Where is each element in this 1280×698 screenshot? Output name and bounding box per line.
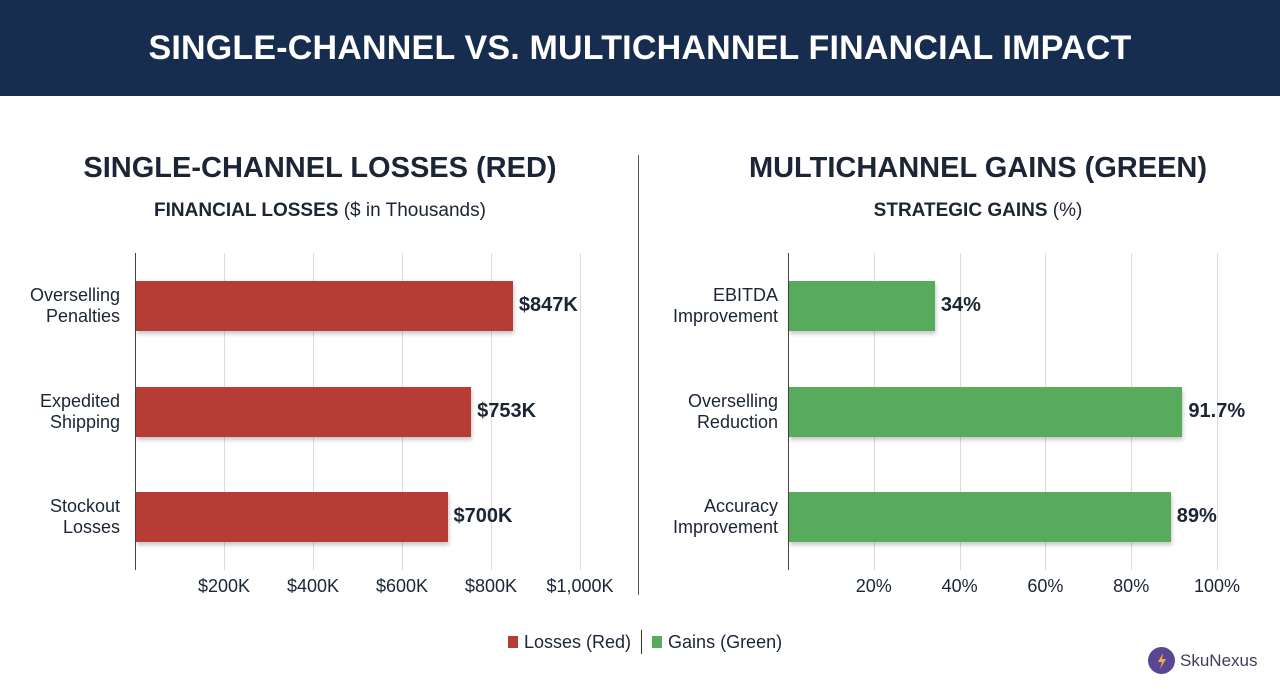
- legend-item-losses: Losses (Red): [508, 632, 631, 653]
- category-label: Accuracy Improvement: [672, 496, 778, 537]
- x-tick-label: 100%: [1193, 576, 1241, 596]
- right-panel-subtitle: STRATEGIC GAINS (%): [638, 200, 1280, 222]
- x-tick-label: $1,000K: [546, 576, 614, 596]
- x-tick-label: $600K: [375, 576, 429, 596]
- grid-line: [580, 253, 581, 570]
- legend-swatch-red: [508, 636, 518, 648]
- brand-logo: SkuNexus: [1148, 647, 1257, 674]
- bar: [136, 281, 513, 331]
- bar: [789, 492, 1171, 542]
- left-panel-title: SINGLE-CHANNEL LOSSES (RED): [83, 152, 557, 184]
- value-label: 34%: [940, 294, 981, 316]
- category-label: Overselling Penalties: [29, 285, 120, 326]
- x-tick-label: $800K: [464, 576, 518, 596]
- x-tick-label: $200K: [197, 576, 251, 596]
- legend-swatch-green: [652, 636, 663, 648]
- bar: [136, 492, 448, 542]
- legend-separator: [641, 630, 643, 654]
- left-subtitle-bold: FINANCIAL LOSSES: [154, 200, 339, 221]
- page-title: SINGLE-CHANNEL VS. MULTICHANNEL FINANCIA…: [148, 28, 1132, 67]
- category-label: Overselling Reduction: [687, 391, 778, 432]
- category-label: Stockout Losses: [49, 496, 120, 537]
- x-tick-label: $400K: [286, 576, 340, 596]
- category-label: EBITDA Improvement: [672, 285, 778, 326]
- value-label: $753K: [477, 400, 537, 422]
- bar: [136, 387, 472, 437]
- grid-line: [491, 253, 492, 570]
- y-axis-line: [135, 253, 136, 570]
- lightning-bolt-icon: [1148, 647, 1175, 674]
- bar: [789, 387, 1183, 437]
- x-tick-label: 60%: [1027, 576, 1064, 596]
- header-banner: SINGLE-CHANNEL VS. MULTICHANNEL FINANCIA…: [0, 0, 1280, 96]
- right-subtitle-bold: STRATEGIC GAINS: [873, 200, 1048, 221]
- value-label: $700K: [453, 505, 513, 527]
- right-panel-title: MULTICHANNEL GAINS (GREEN): [748, 152, 1208, 184]
- right-subtitle-rest: (%): [1047, 200, 1083, 221]
- value-label: 89%: [1176, 505, 1217, 527]
- y-axis-line: [788, 253, 789, 570]
- category-label: Expedited Shipping: [39, 391, 120, 432]
- left-subtitle-rest: ($ in Thousands): [338, 200, 486, 221]
- legend-label-losses: Losses (Red): [524, 631, 632, 652]
- legend-item-gains: Gains (Green): [652, 632, 782, 653]
- value-label: 91.7%: [1188, 400, 1246, 422]
- left-panel-subtitle: FINANCIAL LOSSES ($ in Thousands): [0, 200, 640, 222]
- x-tick-label: 40%: [941, 576, 978, 596]
- x-tick-label: 80%: [1113, 576, 1150, 596]
- chart-legend: Losses (Red) Gains (Green): [508, 630, 782, 654]
- bar: [789, 281, 935, 331]
- panel-divider: [638, 155, 639, 595]
- legend-label-gains: Gains (Green): [668, 631, 783, 652]
- value-label: $847K: [518, 294, 578, 316]
- x-tick-label: 20%: [855, 576, 892, 596]
- grid-line: [1217, 253, 1218, 570]
- brand-name: SkuNexus: [1180, 650, 1258, 670]
